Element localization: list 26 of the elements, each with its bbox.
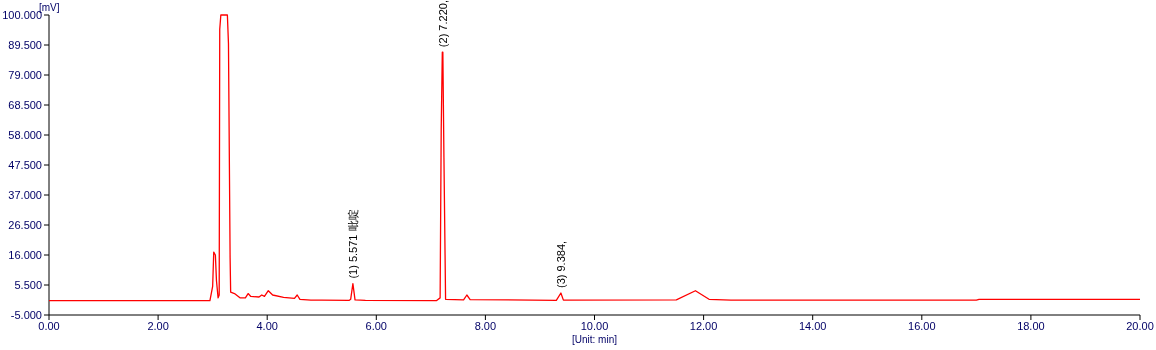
x-tick-label: 16.00 <box>908 320 936 332</box>
y-tick-label: 68.500 <box>8 99 42 111</box>
annotation: (3) 9.384, <box>554 240 567 288</box>
x-tick-label: 12.00 <box>689 320 718 332</box>
y-tick-label: -5.000 <box>10 309 42 321</box>
x-tick-label: 0.00 <box>38 320 60 332</box>
annotation: (1) 5.571 吡啶 <box>346 209 359 279</box>
x-tick-label: 2.00 <box>147 320 169 332</box>
x-tick-label: 14.00 <box>798 320 827 332</box>
x-tick-label: 10.00 <box>580 320 609 332</box>
y-tick-label: 5.500 <box>14 279 42 291</box>
y-tick-label: 26.500 <box>8 219 42 231</box>
x-tick-label: 4.00 <box>256 320 278 332</box>
y-tick-label: 79.000 <box>8 69 42 81</box>
annotation: (2) 7.220, <box>436 0 449 48</box>
x-axis-title: [Unit: min] <box>571 334 618 345</box>
x-tick-label: 18.00 <box>1017 320 1045 332</box>
x-tick-label: 20.00 <box>1126 320 1154 332</box>
x-tick-label: 6.00 <box>365 320 388 332</box>
y-tick-label: 89.500 <box>8 39 42 51</box>
x-tick-label: 8.00 <box>474 320 497 332</box>
y-tick-label: 16.000 <box>8 249 42 261</box>
y-tick-label: 37.000 <box>8 189 42 201</box>
y-axis-title: [mV] <box>39 2 60 13</box>
y-tick-label: 47.500 <box>8 159 42 171</box>
y-tick-label: 58.000 <box>8 129 42 141</box>
